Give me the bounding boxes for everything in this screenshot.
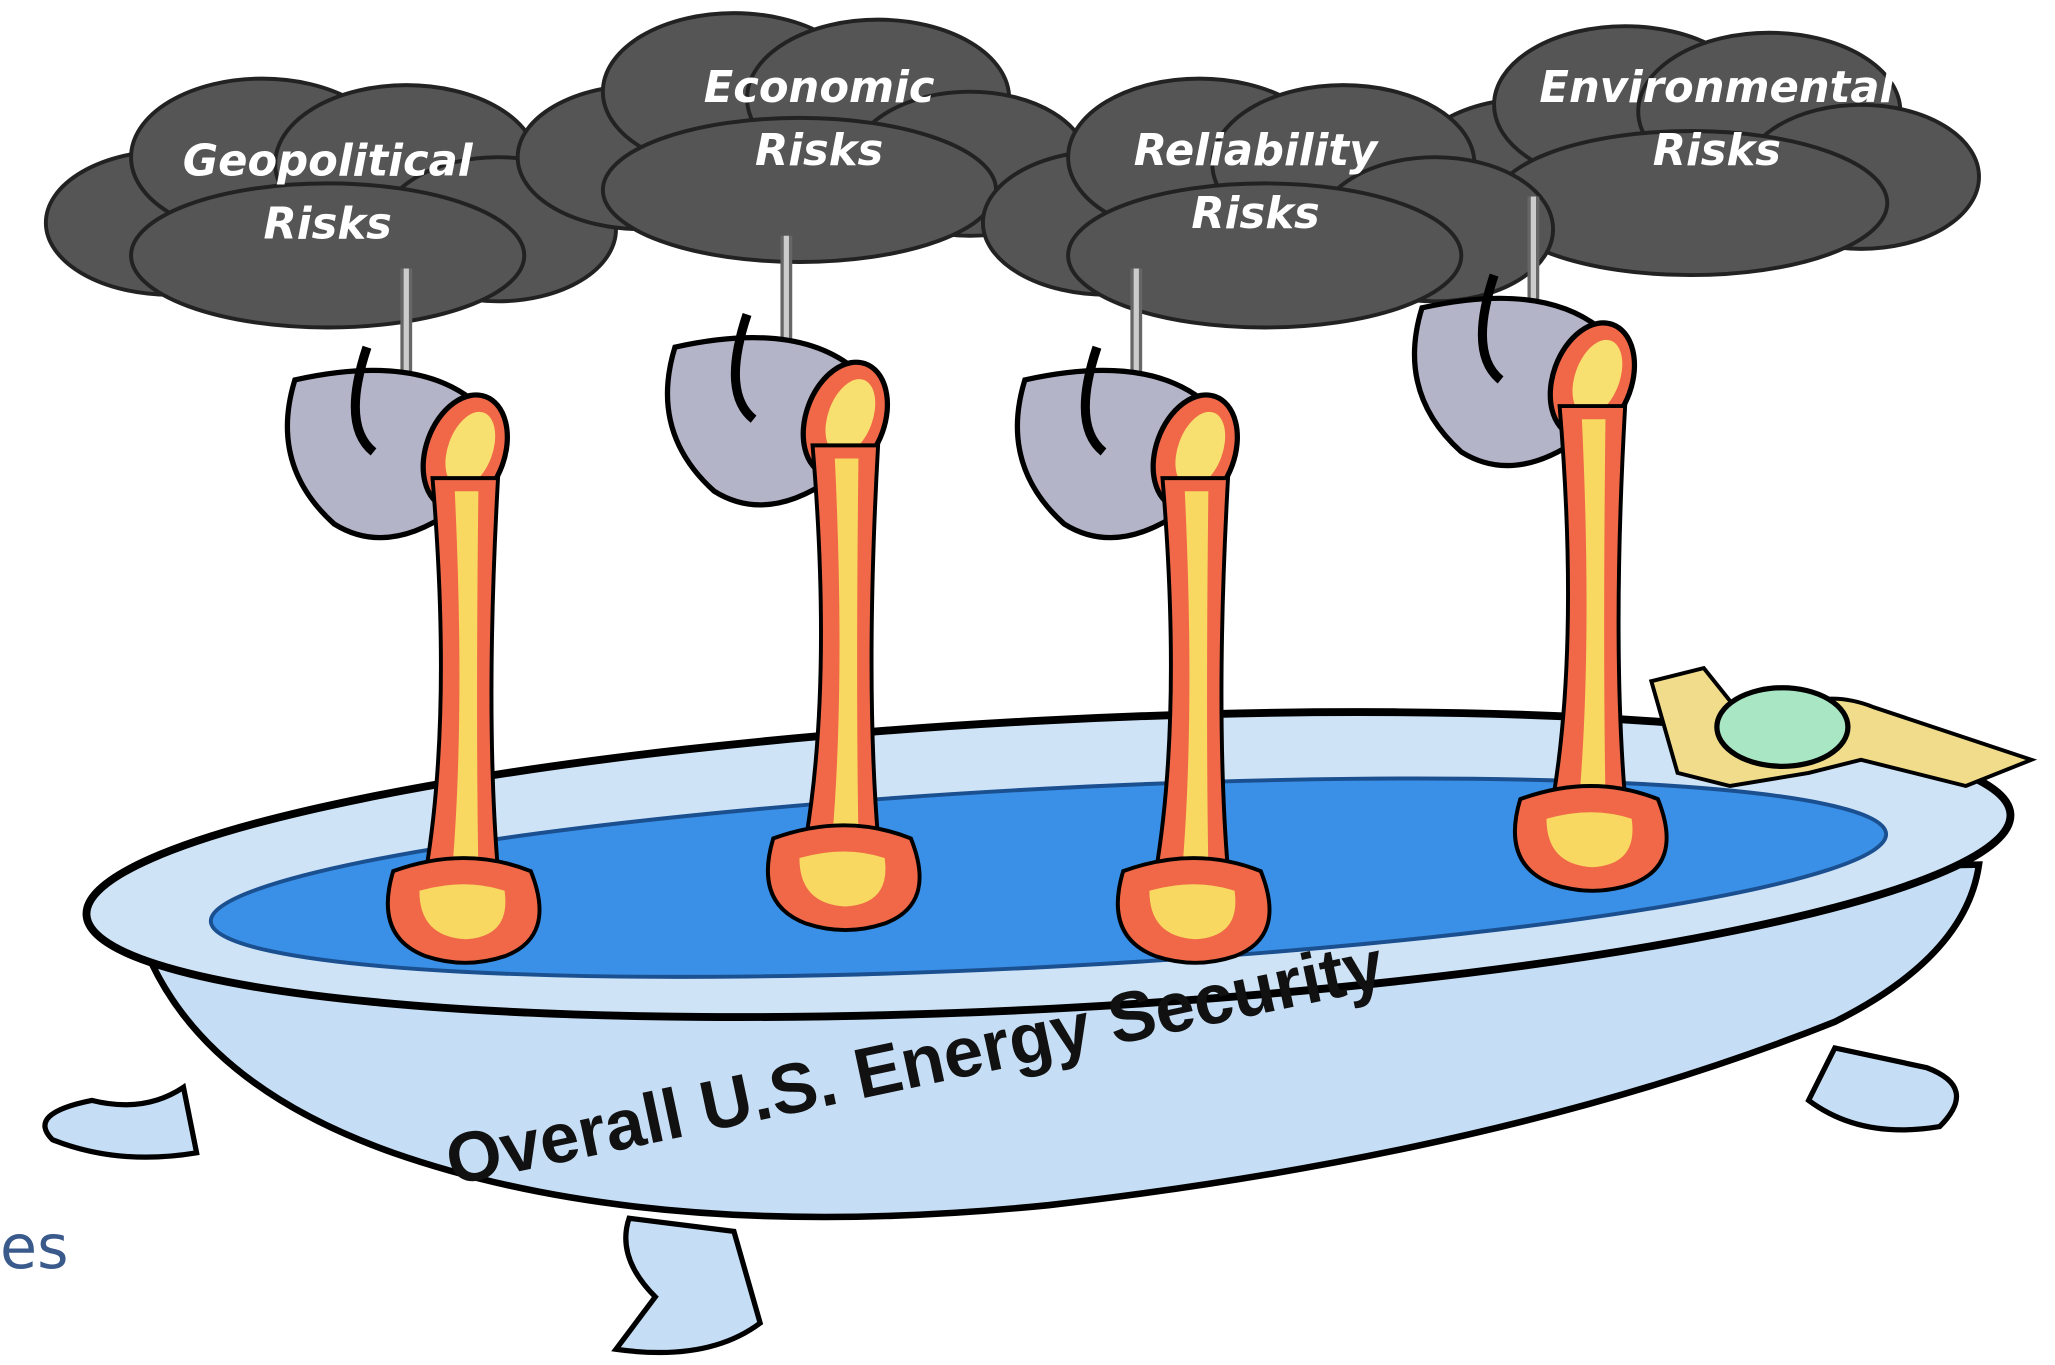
cloud-label: Risks — [1191, 189, 1319, 239]
cloud-label: Risks — [1653, 126, 1781, 176]
text-fragment: es — [0, 1213, 69, 1283]
cloud-label: Geopolitical — [183, 137, 474, 187]
cloud-label: Risks — [263, 199, 391, 249]
illustration: Geopolitical Risks Economic Risks Reliab… — [0, 0, 2055, 1365]
cloud-label: Economic — [704, 63, 935, 113]
page: Geopolitical Risks Economic Risks Reliab… — [0, 0, 2055, 1365]
cloud-label: Reliability — [1134, 126, 1379, 176]
cloud-label: Risks — [755, 126, 883, 176]
cloud-label: Environmental — [1539, 63, 1895, 113]
